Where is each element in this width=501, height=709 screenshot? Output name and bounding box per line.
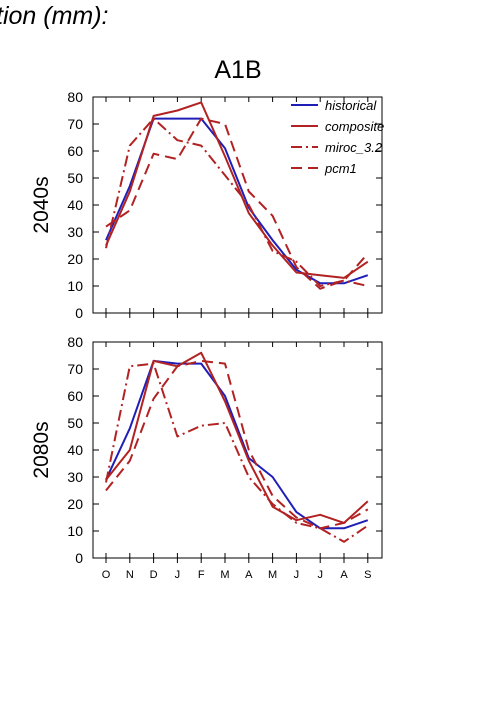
y-tick-label: 80 [67, 89, 83, 105]
panel-label-2080s: 2080s [30, 421, 53, 478]
series-line-miroc_3.2 [105, 117, 369, 287]
y-tick-label: 40 [67, 442, 83, 458]
x-tick-label: J [294, 569, 300, 581]
y-tick-label: 80 [67, 334, 83, 350]
figure-title: tion (mm): [0, 2, 109, 30]
x-tick-label: A [340, 569, 348, 581]
y-tick-label: 60 [67, 388, 83, 404]
legend-entry-historical: historical [325, 98, 377, 113]
x-tick-label: D [150, 569, 158, 581]
y-tick-label: 10 [67, 278, 83, 294]
series-line-composite [105, 351, 369, 524]
y-tick-label: 50 [67, 415, 83, 431]
series-line-pcm1 [105, 117, 369, 290]
scenario-title: A1B [214, 56, 262, 84]
x-tick-label: F [198, 569, 205, 581]
series-line-historical [105, 359, 369, 530]
y-tick-label: 30 [67, 224, 83, 240]
legend-entry-miroc_3.2: miroc_3.2 [325, 140, 383, 155]
legend-entry-composite: composite [325, 119, 384, 134]
y-tick-label: 20 [67, 251, 83, 267]
y-tick-label: 30 [67, 469, 83, 485]
y-tick-label: 20 [67, 496, 83, 512]
x-tick-label: O [102, 569, 111, 581]
y-tick-label: 50 [67, 170, 83, 186]
y-tick-label: 0 [75, 305, 83, 321]
y-tick-label: 40 [67, 197, 83, 213]
series-line-miroc_3.2 [105, 362, 369, 543]
legend-entry-pcm1: pcm1 [324, 161, 357, 176]
x-tick-label: A [245, 569, 253, 581]
y-tick-label: 0 [75, 550, 83, 566]
x-tick-label: J [175, 569, 181, 581]
y-tick-label: 60 [67, 143, 83, 159]
y-tick-label: 10 [67, 523, 83, 539]
series-line-pcm1 [105, 359, 369, 530]
x-tick-label: M [268, 569, 277, 581]
y-tick-label: 70 [67, 361, 83, 377]
y-tick-label: 70 [67, 116, 83, 132]
x-tick-label: N [126, 569, 134, 581]
panel-label-2040s: 2040s [30, 176, 53, 233]
x-tick-label: J [317, 569, 323, 581]
series-line-composite [105, 101, 369, 279]
x-tick-label: S [364, 569, 371, 581]
x-tick-label: M [220, 569, 229, 581]
